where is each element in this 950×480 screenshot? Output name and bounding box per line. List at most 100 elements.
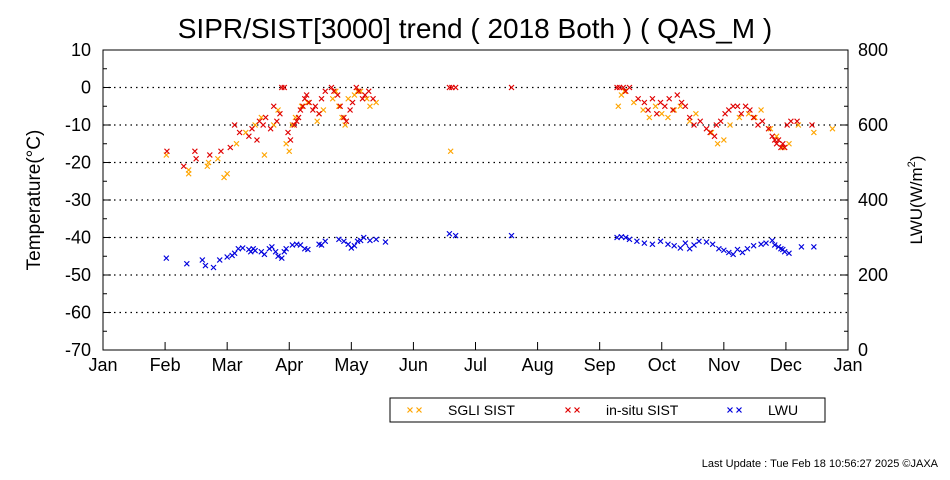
data-point [751,114,758,121]
data-point [329,95,336,102]
data-point [641,99,648,106]
data-point [373,236,380,243]
y2-label-sup: 2 [906,161,918,167]
y2-tick-label: 800 [858,40,888,60]
data-point [370,95,376,102]
y2-label-end: ) [907,156,926,162]
data-point [640,107,647,113]
data-point [214,155,221,162]
data-point [649,95,656,102]
y-axis-label: Temperature(°C) [24,130,45,271]
y-tick-label: -50 [65,265,91,285]
data-point [382,239,389,245]
data-point [645,107,652,113]
data-point [447,148,454,155]
legend-marker [565,407,571,413]
data-point [614,234,620,241]
data-point [717,118,724,125]
data-point [674,92,681,98]
x-tick-label: Jun [399,355,428,375]
data-point [272,248,279,255]
data-point [328,84,335,91]
data-point [303,92,310,98]
data-points [163,84,836,271]
x-tick-label: Feb [150,355,181,375]
x-tick-label: Oct [648,355,676,375]
data-point [641,240,648,247]
data-point [365,88,372,95]
data-point [739,249,746,256]
data-point [360,234,367,241]
y-axis-ticks: 10 0 -10 -20 -30 -40 -50 -60 -70 [65,40,111,360]
data-point [349,99,356,106]
x-tick-label: Apr [275,355,303,375]
data-point [316,110,322,117]
y2-tick-label: 400 [858,190,888,210]
data-point [622,234,629,241]
data-point [210,264,217,271]
data-point [703,239,710,245]
data-point [653,110,660,117]
data-point [665,241,671,248]
data-point [281,84,288,91]
data-point [758,241,765,248]
data-point [337,103,344,110]
data-point [810,129,817,136]
data-point [359,95,366,102]
legend-marker [727,407,733,413]
data-point [260,122,267,128]
data-point [765,125,772,132]
data-point [191,148,198,155]
y-tick-label: -60 [65,303,91,323]
data-point [646,114,653,121]
data-point [618,233,625,240]
data-point [626,236,633,243]
data-point [738,110,745,117]
data-point [786,250,792,257]
data-point [340,238,347,245]
x-tick-label: Sep [584,355,616,375]
x-tick-label: Nov [708,355,740,375]
data-point [348,245,355,251]
legend-marker [407,407,413,413]
data-point [691,242,697,248]
data-point [363,95,370,102]
data-point [715,245,722,252]
data-point [216,257,223,263]
data-point [367,237,373,244]
data-point [620,84,627,91]
legend-marker [736,407,742,413]
data-point [767,125,774,132]
data-point [779,140,786,147]
data-point [691,122,697,128]
data-point [734,246,741,253]
data-point [235,245,242,252]
data-point [261,251,268,258]
x-tick-label: Dec [770,355,802,375]
x-tick-label: Jan [833,355,862,375]
legend-box [389,397,826,423]
data-point [744,245,751,252]
data-point [452,84,459,91]
data-point [224,170,231,177]
data-point [231,122,238,128]
data-point [727,122,733,128]
data-point [508,232,515,239]
x-tick-label: Jul [464,355,487,375]
data-point [322,88,329,95]
data-point [334,92,341,98]
data-point [720,247,727,254]
data-point [787,118,794,125]
data-point [714,140,721,147]
data-point [202,262,209,269]
data-point [771,242,778,248]
x-tick-label: Mar [212,355,243,375]
data-point [258,114,265,121]
data-point [254,137,260,143]
data-point [657,238,664,245]
data-point [322,238,329,245]
y2-axis-ticks: 800 600 400 200 0 [840,40,888,360]
data-point [809,122,815,128]
data-point [183,260,190,267]
data-point [262,114,269,121]
